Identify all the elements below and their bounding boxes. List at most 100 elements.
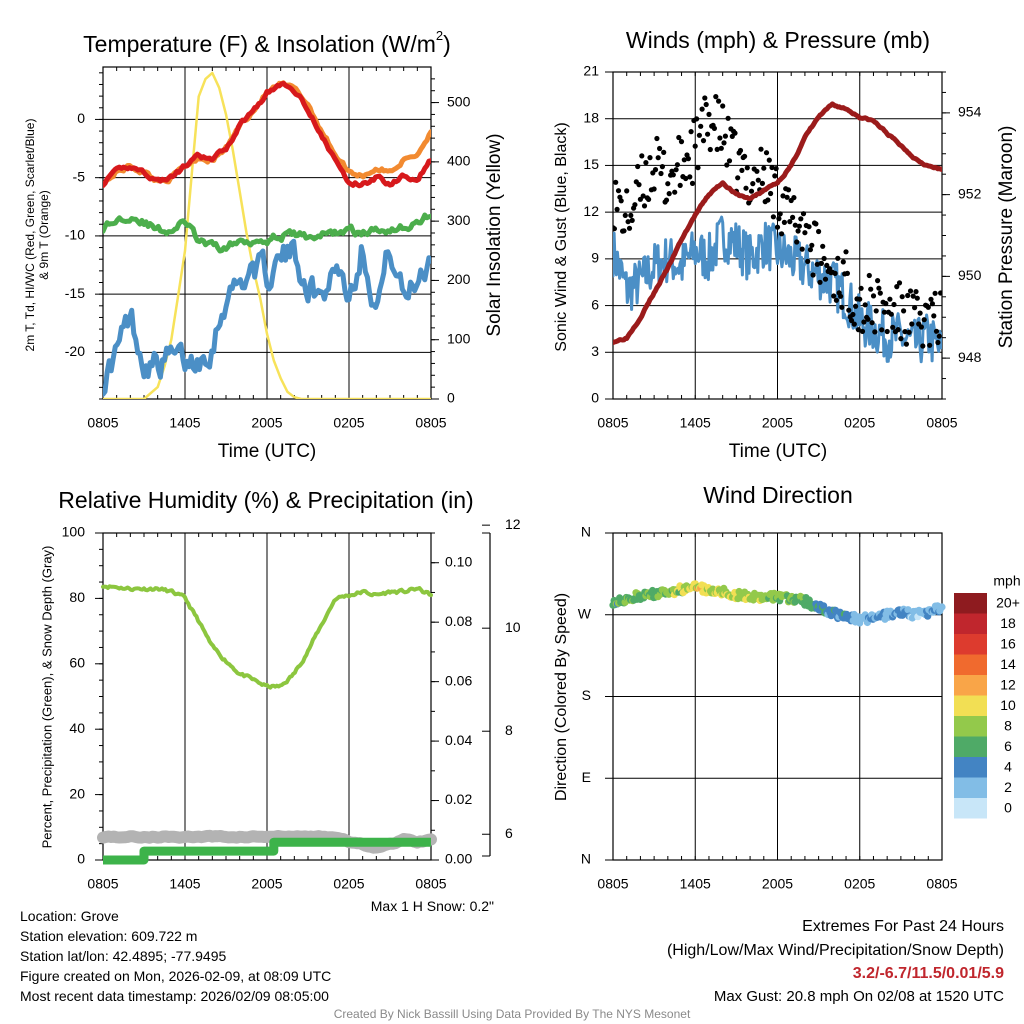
gust-point: [640, 193, 646, 199]
colorbar-swatch: [954, 675, 987, 696]
gust-point: [652, 167, 659, 173]
gust-point: [705, 131, 711, 137]
gust-point: [621, 228, 627, 234]
gust-point: [743, 185, 749, 191]
gust-point: [872, 329, 878, 335]
humidity-panel: 0805 1405 2005 0205 0805 Relative Humidity (%…: [39, 487, 520, 892]
colorbar-swatch: [954, 695, 987, 716]
gust-point: [832, 270, 838, 276]
gust-point: [713, 94, 719, 100]
y-tick-label: 18: [583, 109, 599, 125]
gust-point: [721, 140, 727, 146]
x-tick-label: 2005: [251, 415, 282, 431]
extremes-title: Extremes For Past 24 Hours: [802, 918, 1004, 935]
x-tick-label: 1405: [169, 876, 200, 892]
credit-text: Created By Nick Bassill Using Data Provi…: [333, 1007, 691, 1021]
gust-point: [833, 297, 840, 303]
gust-point: [802, 230, 808, 236]
y-tick-label: 80: [69, 589, 85, 605]
y-tick-label: -10: [65, 227, 85, 243]
gust-point: [883, 300, 889, 307]
colorbar-level-label: 20+: [996, 595, 1020, 611]
gust-point: [688, 129, 694, 135]
gust-point: [696, 132, 703, 138]
gust-point: [820, 243, 826, 249]
gust-point: [636, 182, 642, 188]
gust-point: [655, 155, 661, 161]
gust-point: [866, 272, 872, 279]
gust-point: [835, 255, 841, 261]
y3-tick-label: 10: [505, 619, 521, 635]
y-tick-label: 12: [583, 203, 599, 219]
gust-point: [840, 259, 846, 265]
y-tick-label: 100: [62, 524, 86, 540]
title-suffix: ): [443, 31, 451, 57]
gust-point: [809, 242, 815, 248]
gust-point: [877, 290, 883, 296]
gust-point: [928, 296, 934, 302]
gust-point: [857, 296, 863, 302]
colorbar-level-label: 2: [1004, 779, 1012, 795]
gust-point: [859, 328, 866, 334]
gust-point: [722, 133, 729, 139]
gust-point: [843, 249, 849, 255]
gust-point: [799, 246, 805, 252]
wind-direction-series: [609, 580, 946, 627]
y-tick-label: -20: [65, 343, 85, 359]
gust-point: [938, 290, 942, 296]
gust-point: [658, 170, 664, 177]
x-tick-label: 0805: [87, 876, 118, 892]
gust-point: [613, 226, 617, 232]
wind-direction-title: Wind Direction: [703, 482, 853, 508]
colorbar-label: mph: [993, 573, 1020, 589]
gust-point: [858, 285, 864, 291]
max-snow-note: Max 1 H Snow: 0.2": [370, 898, 494, 914]
gust-point: [625, 219, 631, 225]
gust-point: [657, 145, 663, 152]
gust-point: [624, 188, 630, 194]
direction-point: [904, 606, 912, 614]
humidity-series: [97, 584, 437, 865]
x-axis-label: Time (UTC): [729, 441, 828, 462]
gust-point: [790, 214, 796, 220]
y-tick-label: 9: [591, 250, 599, 266]
gust-point: [888, 311, 894, 317]
series-hi-wc: [103, 238, 431, 397]
colorbar-swatch: [954, 736, 987, 757]
gust-point: [732, 130, 738, 136]
gust-point: [651, 186, 657, 192]
gust-point: [635, 163, 641, 170]
y2-tick-label: 300: [447, 212, 471, 228]
wind-direction-panel: 0805 1405 2005 0205 0805 Wind Direction N E S W N D…: [553, 482, 1020, 892]
y-axis-label-line1: 2m T, Td, HI/WC (Red, Green, Scarlet/Blu…: [23, 119, 37, 352]
gust-point: [720, 103, 726, 109]
gust-point: [702, 95, 708, 101]
gust-point: [925, 304, 931, 310]
gust-point: [890, 324, 896, 330]
recent-timestamp-text: Most recent data timestamp: 2026/02/09 0…: [20, 988, 329, 1004]
gust-point: [615, 188, 622, 194]
y-tick-label: 3: [591, 343, 599, 359]
gust-point: [769, 164, 775, 171]
gust-point: [703, 101, 709, 108]
gust-point: [739, 167, 745, 173]
gust-point: [932, 290, 938, 296]
direction-tick-label: W: [578, 605, 592, 621]
gust-point: [626, 225, 633, 231]
gust-point: [698, 123, 704, 129]
y2-tick-label: 0.10: [445, 553, 472, 569]
gust-point: [787, 219, 793, 225]
y2-tick-label: 0.00: [445, 851, 472, 867]
colorbar-swatch: [954, 757, 987, 778]
gust-point: [873, 308, 879, 314]
y-tick-label: 40: [69, 720, 85, 736]
gust-point: [933, 328, 940, 334]
gust-point: [665, 181, 671, 187]
gust-point: [759, 180, 766, 186]
gust-point: [905, 292, 911, 299]
y2-tick-label: 500: [447, 93, 471, 109]
colorbar-level-label: 14: [1000, 656, 1016, 672]
gust-point: [868, 286, 874, 292]
y-axis-label: Percent, Precipitation (Green), & Snow D…: [39, 546, 54, 849]
gust-point: [673, 167, 679, 173]
